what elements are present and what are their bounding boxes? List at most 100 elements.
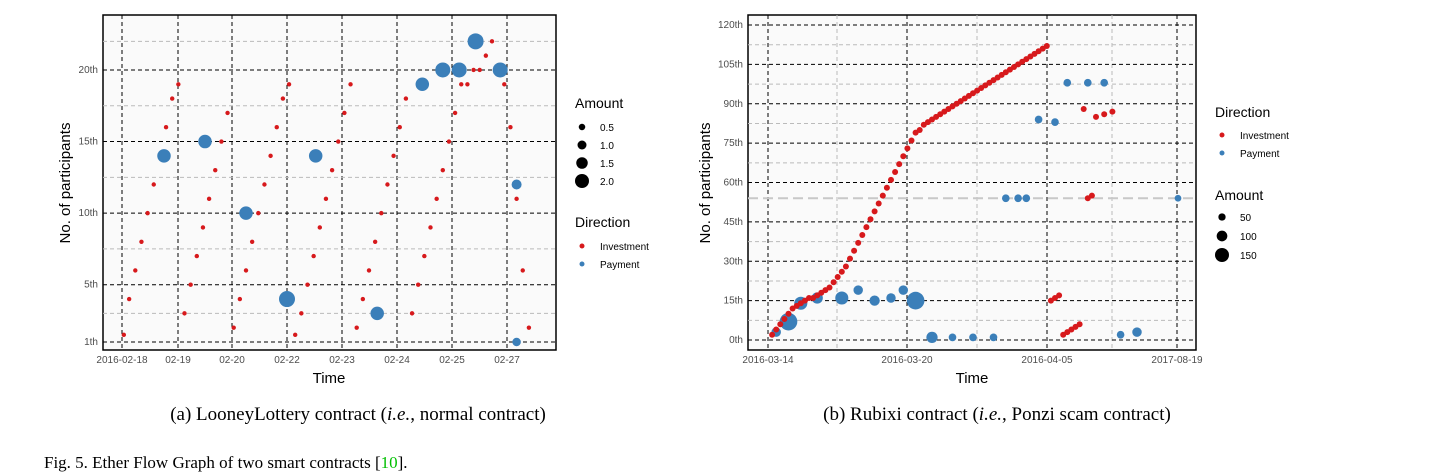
- point-payment-a: [451, 62, 467, 78]
- point-payment-b: [1174, 194, 1182, 202]
- x-tick-label-b: 2016-03-20: [881, 355, 933, 366]
- point-payment-b: [835, 291, 849, 305]
- legend-amount-label-b: 150: [1240, 251, 1257, 262]
- y-tick-label-a: 10th: [79, 208, 98, 219]
- legend-amount-title-b: Amount: [1215, 187, 1263, 203]
- y-tick-label-b: 45th: [724, 217, 743, 228]
- legend-direction-label-b: Investment: [1240, 131, 1289, 142]
- legend-amount-key-b: [1216, 230, 1228, 242]
- point-investment-a: [409, 311, 415, 316]
- x-axis-label-a: Time: [313, 370, 346, 387]
- point-investment-a: [286, 82, 292, 87]
- point-investment-a: [219, 139, 224, 144]
- point-investment-a: [323, 196, 329, 202]
- point-investment-a: [446, 139, 452, 144]
- point-payment-a: [512, 337, 521, 347]
- point-payment-b: [869, 295, 880, 306]
- point-investment-b: [777, 321, 784, 328]
- point-investment-a: [416, 282, 421, 287]
- point-payment-b: [989, 333, 998, 342]
- point-investment-a: [403, 96, 409, 101]
- point-payment-b: [853, 285, 863, 295]
- point-payment-a: [492, 62, 508, 78]
- point-investment-b: [1043, 43, 1050, 49]
- marks-a: [121, 33, 532, 347]
- point-investment-a: [200, 225, 206, 230]
- point-investment-b: [908, 137, 915, 144]
- point-investment-a: [133, 268, 138, 273]
- point-payment-a: [198, 134, 212, 149]
- point-payment-a: [435, 62, 451, 78]
- y-tick-label-b: 75th: [724, 138, 743, 149]
- legend-direction-title-a: Direction: [575, 214, 630, 230]
- point-investment-a: [440, 167, 445, 173]
- legend-direction-key-b: [1219, 132, 1225, 138]
- point-investment-a: [163, 125, 169, 130]
- point-investment-a: [391, 153, 396, 159]
- point-payment-a: [239, 206, 253, 220]
- point-investment-b: [773, 326, 780, 333]
- caption-b: (b) Rubixi contract (i.e., Ponzi scam co…: [823, 404, 1171, 425]
- y-ticks-a: 1th 5th 10th 15th 20th: [79, 65, 98, 348]
- point-investment-a: [126, 296, 132, 302]
- point-investment-a: [471, 67, 476, 73]
- point-investment-a: [317, 225, 322, 230]
- point-investment-a: [231, 325, 236, 330]
- x-tick-label-a: 02-23: [329, 355, 355, 366]
- point-investment-a: [206, 196, 212, 202]
- y-tick-label-a: 15th: [79, 137, 98, 148]
- point-investment-a: [514, 196, 519, 202]
- point-payment-b: [1116, 330, 1125, 339]
- point-investment-a: [465, 82, 470, 87]
- point-payment-b: [1034, 115, 1043, 124]
- point-investment-b: [785, 310, 792, 317]
- x-tick-label-a: 02-22: [274, 355, 300, 366]
- legend-amount-key-a: [578, 123, 586, 131]
- point-investment-b: [855, 239, 862, 246]
- point-investment-a: [422, 253, 427, 259]
- point-investment-a: [489, 39, 495, 44]
- y-tick-label-b: 120th: [718, 20, 743, 31]
- point-investment-a: [170, 96, 175, 101]
- point-payment-b: [1051, 118, 1059, 126]
- point-investment-b: [867, 216, 874, 223]
- x-axis-label-b: Time: [956, 370, 989, 387]
- point-investment-a: [379, 210, 384, 216]
- y-tick-label-b: 0th: [729, 335, 743, 346]
- point-payment-b: [1001, 194, 1010, 203]
- legend-a: Amount 0.5 1.0 1.5 2.0 Direction Investment…: [575, 95, 649, 271]
- grid-b: [748, 15, 1196, 350]
- legend-amount-label-a: 2.0: [600, 177, 614, 188]
- point-investment-a: [139, 239, 144, 244]
- point-investment-a: [182, 311, 187, 316]
- point-investment-b: [826, 284, 833, 291]
- point-investment-b: [838, 268, 845, 275]
- point-payment-b: [906, 291, 925, 310]
- legend-amount-label-a: 0.5: [600, 123, 614, 134]
- legend-direction-title-b: Direction: [1215, 104, 1270, 120]
- y-axis-label-b: No. of participants: [697, 123, 714, 244]
- point-investment-b: [842, 263, 849, 270]
- point-payment-a: [511, 179, 522, 190]
- point-investment-a: [213, 167, 218, 173]
- x-tick-label-a: 02-27: [494, 355, 520, 366]
- legend-amount-label-b: 100: [1240, 232, 1257, 243]
- point-investment-a: [336, 139, 341, 144]
- point-payment-a: [370, 306, 384, 321]
- legend-amount-key-a: [575, 174, 589, 188]
- point-investment-a: [237, 296, 243, 302]
- point-investment-b: [916, 127, 923, 133]
- point-investment-a: [477, 67, 482, 73]
- legend-direction-key-b: [1219, 150, 1225, 156]
- y-tick-label-b: 105th: [718, 59, 743, 70]
- point-investment-a: [526, 325, 532, 330]
- legend-direction-key-a: [579, 261, 585, 267]
- point-investment-a: [262, 182, 267, 187]
- point-investment-b: [900, 153, 907, 160]
- point-payment-b: [948, 333, 957, 342]
- point-investment-b: [781, 316, 788, 322]
- point-investment-b: [1056, 292, 1063, 299]
- point-investment-a: [508, 125, 513, 130]
- point-investment-a: [342, 110, 347, 116]
- point-investment-a: [459, 82, 464, 87]
